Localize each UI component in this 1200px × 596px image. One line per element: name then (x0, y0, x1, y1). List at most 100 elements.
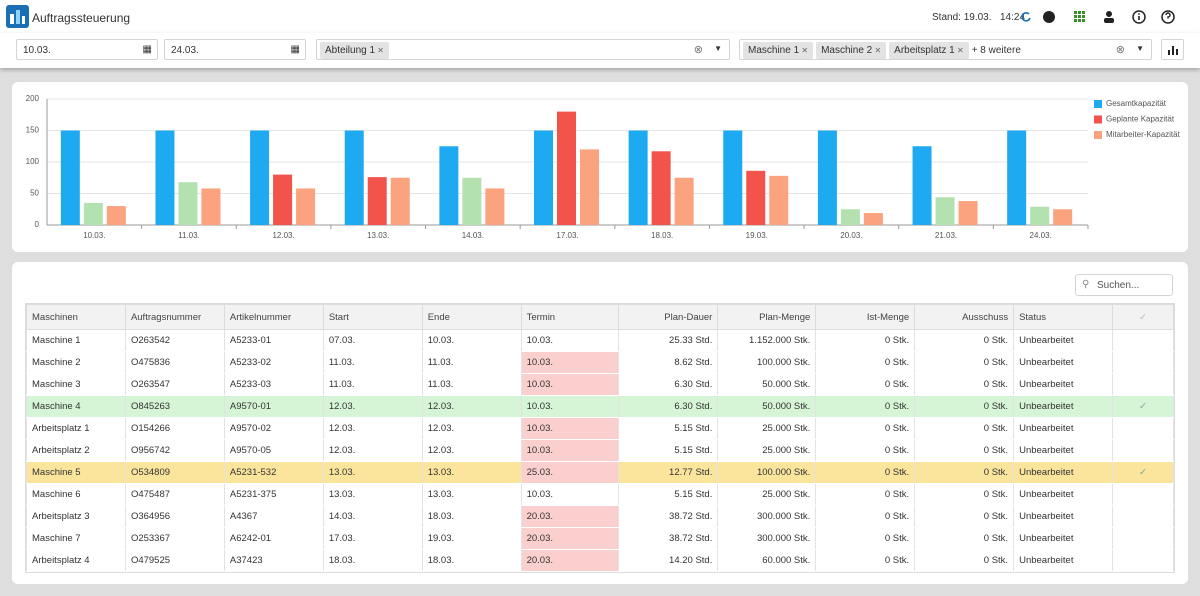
column-header[interactable]: Ist-Menge (816, 305, 915, 330)
table-cell: 0 Stk. (816, 528, 915, 550)
table-cell: O956742 (125, 440, 224, 462)
table-cell: Arbeitsplatz 4 (27, 550, 126, 572)
table-cell: 0 Stk. (816, 374, 915, 396)
column-header[interactable]: Maschinen (27, 305, 126, 330)
table-cell: Arbeitsplatz 1 (27, 418, 126, 440)
help-icon[interactable] (1162, 11, 1174, 23)
table-cell: A5231-532 (224, 462, 323, 484)
table-cell: 1.152.000 Stk. (718, 330, 816, 352)
row-check (1113, 550, 1174, 572)
header-row: MaschinenAuftragsnummerArtikelnummerStar… (27, 305, 1174, 330)
info-icon[interactable] (1133, 11, 1145, 23)
table-cell: 11.03. (323, 374, 422, 396)
machine-chip[interactable]: Arbeitsplatz 1 (889, 42, 969, 59)
y-tick-label: 150 (26, 126, 40, 135)
bar (345, 131, 364, 226)
table-wrap: MaschinenAuftragsnummerArtikelnummerStar… (25, 303, 1175, 573)
bar (746, 171, 765, 225)
user-icon[interactable] (1104, 11, 1114, 23)
table-cell: A5233-01 (224, 330, 323, 352)
table-cell: Unbearbeitet (1014, 462, 1113, 484)
bar (841, 209, 860, 225)
refresh-icon[interactable] (1022, 13, 1030, 21)
language-icon[interactable] (1043, 11, 1055, 23)
table-cell: 0 Stk. (915, 330, 1014, 352)
column-header[interactable]: Start (323, 305, 422, 330)
table-cell: 38.72 Std. (619, 528, 718, 550)
bar (201, 188, 220, 225)
table-cell: 0 Stk. (816, 550, 915, 572)
table-cell: Maschine 3 (27, 374, 126, 396)
column-header[interactable]: Plan-Menge (718, 305, 816, 330)
bar (723, 131, 742, 226)
table-row[interactable]: Maschine 2O475836A5233-0211.03.11.03.10.… (27, 352, 1174, 374)
table-cell: A9570-02 (224, 418, 323, 440)
table-row[interactable]: Maschine 6O475487A5231-37513.03.13.03.10… (27, 484, 1174, 506)
table-row[interactable]: Maschine 3O263547A5233-0311.03.11.03.10.… (27, 374, 1174, 396)
table-cell: 07.03. (323, 330, 422, 352)
column-header[interactable]: Artikelnummer (224, 305, 323, 330)
app-logo (6, 5, 29, 28)
more-chips[interactable]: + 8 weitere (972, 45, 1021, 56)
table-row[interactable]: Arbeitsplatz 4O479525A3742318.03.18.03.2… (27, 550, 1174, 572)
legend-swatch (1094, 116, 1102, 124)
table-cell: A37423 (224, 550, 323, 572)
table-row[interactable]: Maschine 4O845263A9570-0112.03.12.03.10.… (27, 396, 1174, 418)
x-tick-label: 10.03. (83, 231, 105, 240)
table-row[interactable]: Arbeitsplatz 3O364956A436714.03.18.03.20… (27, 506, 1174, 528)
table-cell: Unbearbeitet (1014, 374, 1113, 396)
column-header[interactable]: Plan-Dauer (619, 305, 718, 330)
machine-select[interactable]: Maschine 1Maschine 2Arbeitsplatz 1+ 8 we… (739, 39, 1152, 60)
column-header[interactable]: Status (1014, 305, 1113, 330)
department-chip[interactable]: Abteilung 1 (320, 42, 389, 59)
table-cell: 100.000 Stk. (718, 352, 816, 374)
table-cell: O479525 (125, 550, 224, 572)
bar (534, 131, 553, 226)
table-cell: 12.03. (422, 418, 521, 440)
x-tick-label: 17.03. (556, 231, 578, 240)
table-cell: 10.03. (521, 484, 619, 506)
table-cell: 5.15 Std. (619, 440, 718, 462)
bar (864, 213, 883, 225)
table-row[interactable]: Maschine 1O263542A5233-0107.03.10.03.10.… (27, 330, 1174, 352)
row-check (1113, 440, 1174, 462)
table-row[interactable]: Arbeitsplatz 1O154266A9570-0212.03.12.03… (27, 418, 1174, 440)
machine-chip[interactable]: Maschine 1 (743, 42, 813, 59)
machine-chip[interactable]: Maschine 2 (816, 42, 886, 59)
table-cell: A5233-02 (224, 352, 323, 374)
table-cell: 12.03. (323, 418, 422, 440)
column-header[interactable]: Ausschuss (915, 305, 1014, 330)
column-header[interactable]: Auftragsnummer (125, 305, 224, 330)
table-row[interactable]: Maschine 7O253367A6242-0117.03.19.03.20.… (27, 528, 1174, 550)
table-cell: 6.30 Std. (619, 396, 718, 418)
table-row[interactable]: Maschine 5O534809A5231-53213.03.13.03.25… (27, 462, 1174, 484)
table-cell: 20.03. (521, 528, 619, 550)
table-cell: 0 Stk. (816, 330, 915, 352)
table-cell: 0 Stk. (915, 352, 1014, 374)
table-cell: 12.03. (422, 440, 521, 462)
department-select[interactable]: Abteilung 1 ⊗▼ (316, 39, 730, 60)
table-card: ⚲ Suchen... MaschinenAuftragsnummerArtik… (12, 262, 1188, 584)
date-from: 10.03. (23, 45, 51, 56)
legend-swatch (1094, 100, 1102, 108)
apps-icon[interactable] (1074, 11, 1085, 22)
x-tick-label: 11.03. (178, 231, 200, 240)
bar (178, 182, 197, 225)
date-from-input[interactable]: 10.03.▦ (16, 39, 158, 60)
column-header[interactable]: Termin (521, 305, 619, 330)
bar (652, 151, 671, 225)
chart: 05010015020010.03.11.03.12.03.13.03.14.0… (12, 82, 1188, 252)
date-to-input[interactable]: 24.03.▦ (164, 39, 306, 60)
bar (391, 178, 410, 225)
table-cell: 10.03. (422, 330, 521, 352)
column-header[interactable]: Ende (422, 305, 521, 330)
table-cell: 13.03. (422, 462, 521, 484)
table-cell: 0 Stk. (915, 550, 1014, 572)
table-cell: 0 Stk. (816, 462, 915, 484)
search-box[interactable]: ⚲ Suchen... (1075, 274, 1173, 296)
table-cell: 13.03. (323, 462, 422, 484)
select-all: ✓ (1113, 305, 1174, 330)
table-row[interactable]: Arbeitsplatz 2O956742A9570-0512.03.12.03… (27, 440, 1174, 462)
chart-toggle[interactable] (1161, 39, 1184, 60)
bar (84, 203, 103, 225)
